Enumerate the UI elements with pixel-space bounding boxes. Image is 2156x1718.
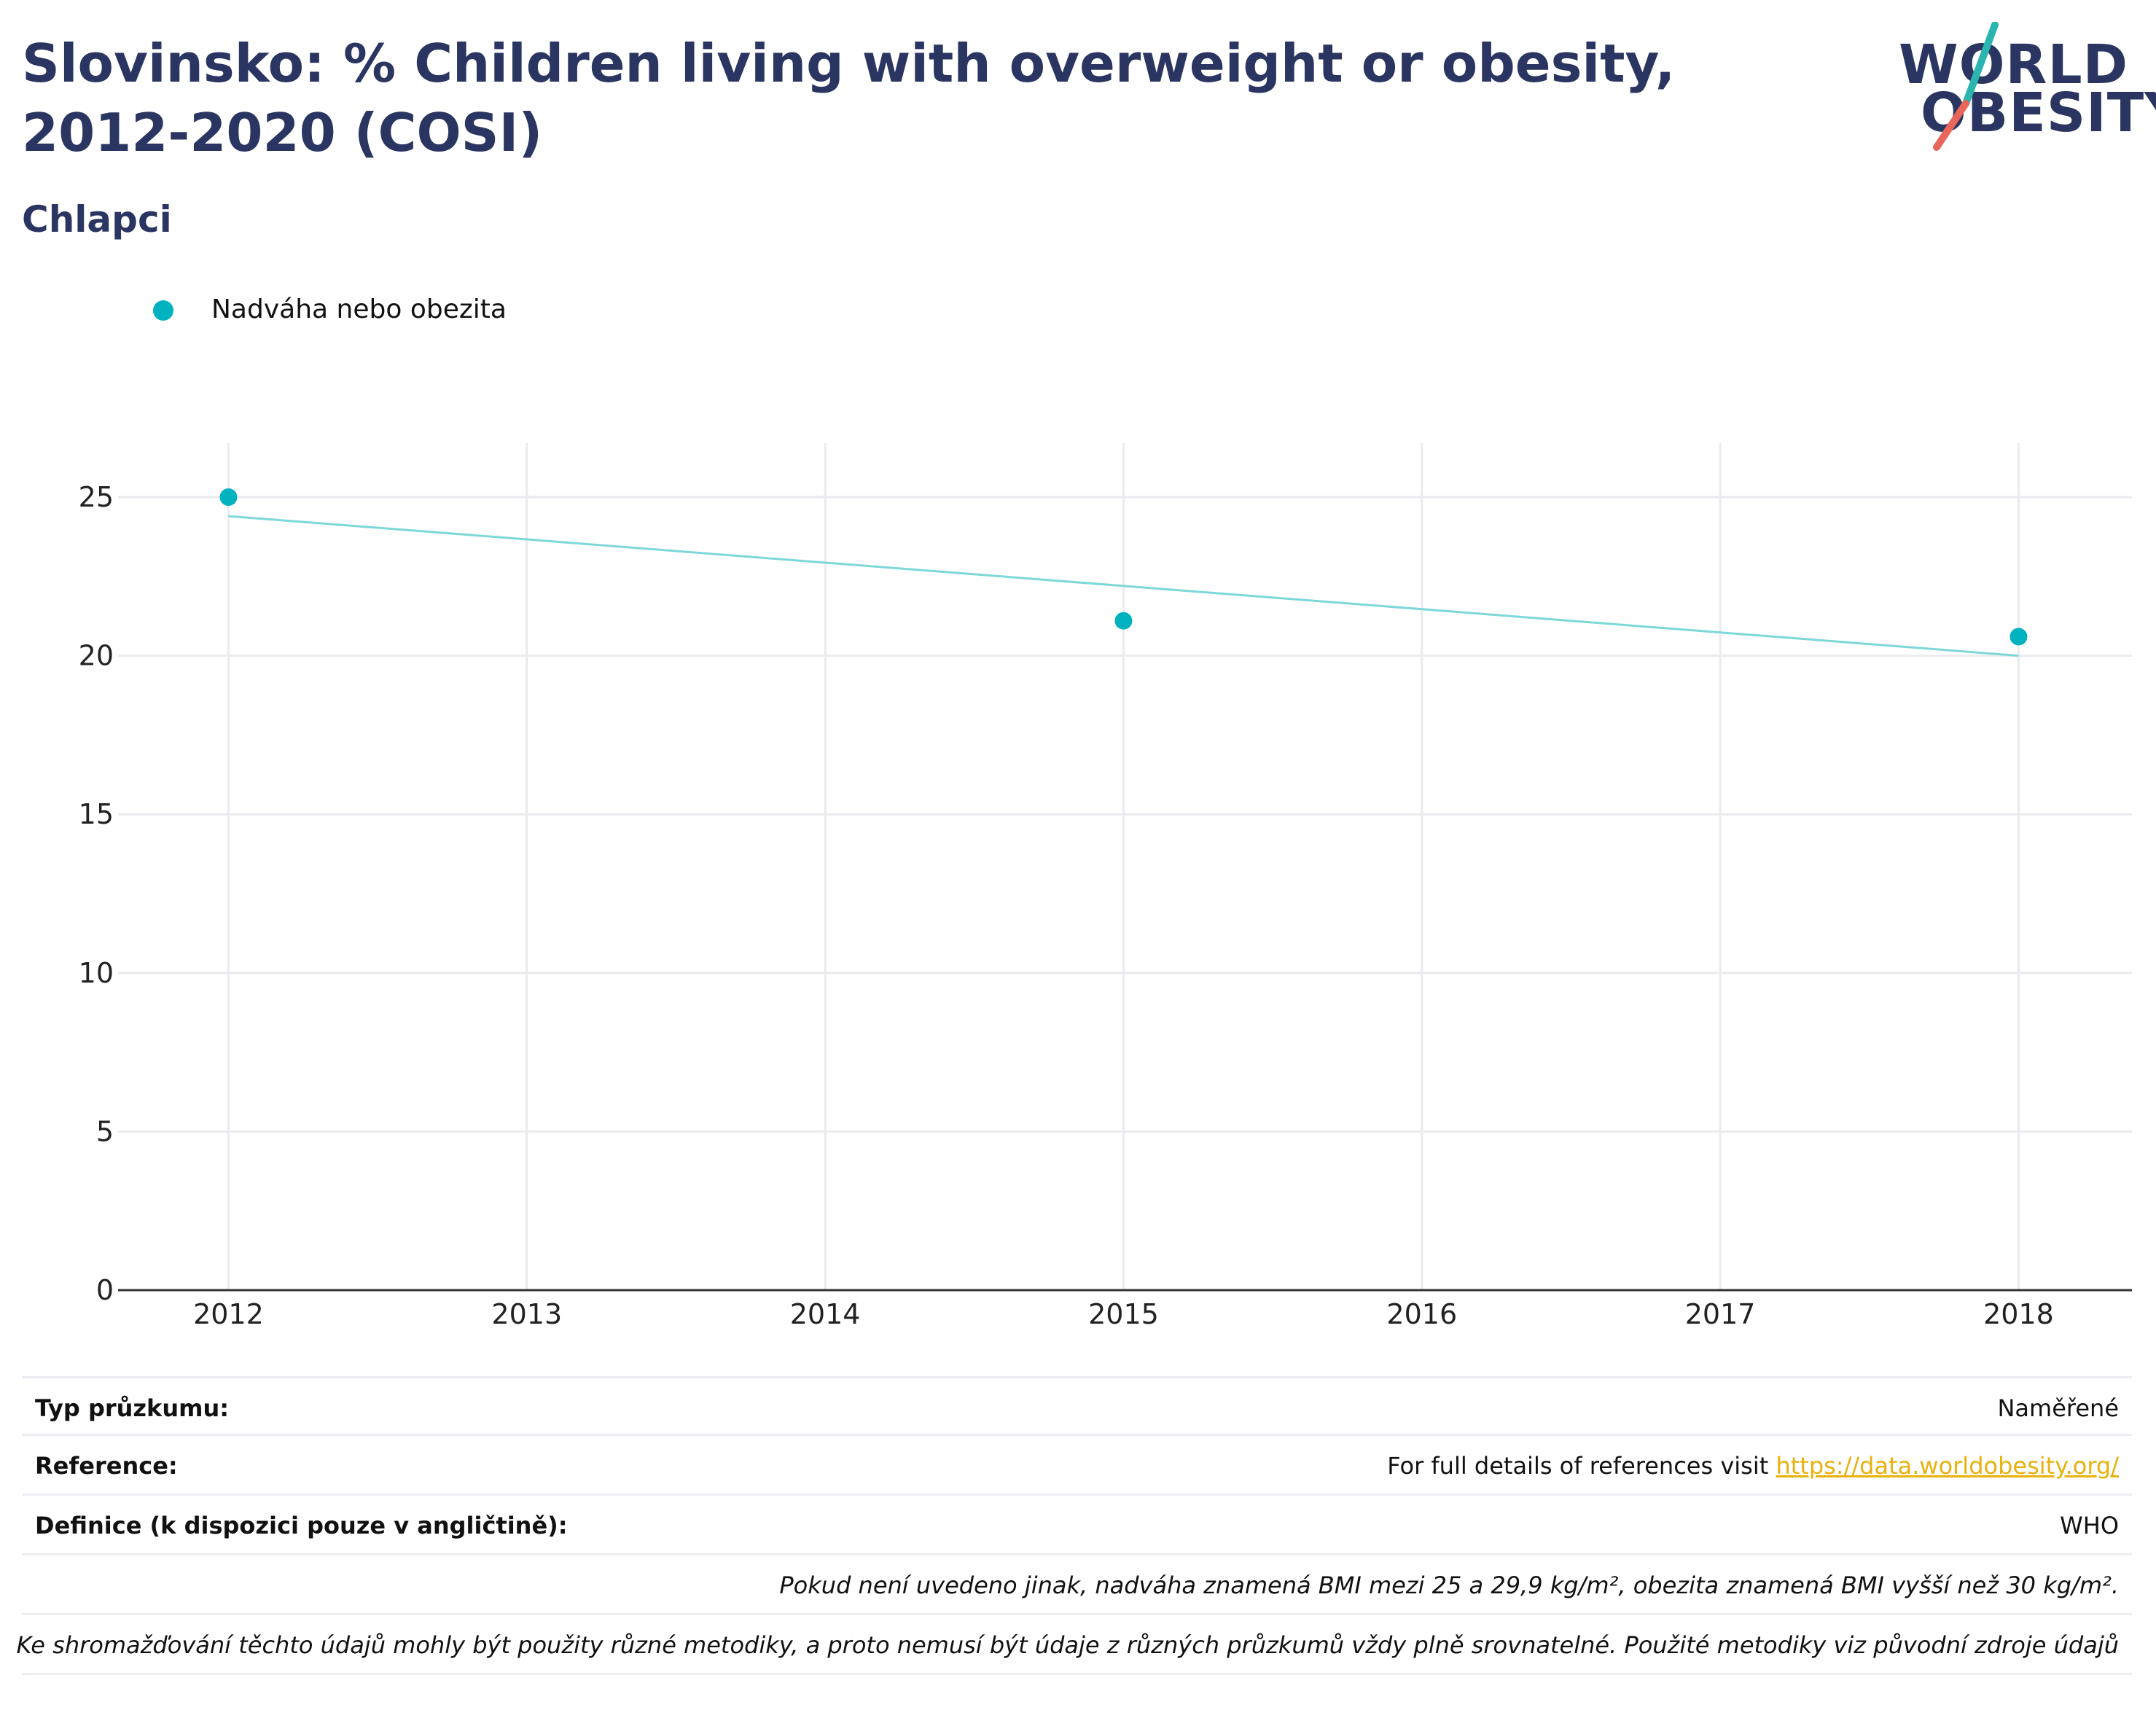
methodology-note: Ke shromažďování těchto údajů mohly být … bbox=[16, 1631, 2119, 1659]
definition-value: WHO bbox=[2060, 1512, 2119, 1539]
legend-marker bbox=[153, 300, 173, 321]
survey-type-value: Naměřené bbox=[1997, 1394, 2119, 1422]
x-tick-label: 2018 bbox=[1983, 1298, 2054, 1330]
y-tick-label: 15 bbox=[79, 798, 114, 830]
chart-area: 2012 2013 2014 2015 2016 2017 2018 0 5 10 15 20 25 bbox=[79, 443, 2132, 1330]
logo-slash-icon bbox=[1933, 22, 1999, 151]
y-tick-label: 20 bbox=[79, 640, 114, 672]
y-tick-label: 5 bbox=[96, 1115, 114, 1147]
info-row-note-2: Ke shromažďování těchto údajů mohly být … bbox=[16, 1615, 2132, 1675]
x-tick-label: 2015 bbox=[1088, 1298, 1159, 1330]
data-point bbox=[219, 488, 238, 506]
data-marks bbox=[219, 488, 2028, 657]
x-tick-label: 2012 bbox=[193, 1298, 264, 1330]
info-row-reference: Reference: For full details of reference… bbox=[22, 1436, 2132, 1496]
info-row-note-1: Pokud není uvedeno jinak, nadváha znamen… bbox=[22, 1555, 2132, 1615]
reference-text: For full details of references visit bbox=[1387, 1452, 1776, 1480]
bmi-definition-note: Pokud není uvedeno jinak, nadváha znamen… bbox=[779, 1571, 2119, 1599]
survey-type-label: Typ průzkumu: bbox=[35, 1394, 230, 1422]
data-point bbox=[2009, 628, 2028, 646]
definition-label: Definice (k dispozici pouze v angličtině… bbox=[35, 1512, 568, 1539]
info-table: Typ průzkumu: Naměřené Reference: For fu… bbox=[16, 1376, 2132, 1675]
x-tick-label: 2013 bbox=[491, 1298, 562, 1330]
reference-link[interactable]: https://data.worldobesity.org/ bbox=[1776, 1452, 2119, 1480]
trend-line bbox=[228, 515, 2019, 657]
x-tick-label: 2016 bbox=[1386, 1298, 1457, 1330]
x-tick-label: 2014 bbox=[790, 1298, 861, 1330]
y-tick-label: 10 bbox=[79, 957, 114, 989]
chart-subtitle: Chlapci bbox=[22, 198, 172, 241]
world-obesity-logo: WORLD OBESITY bbox=[1899, 22, 2156, 153]
info-row-survey-type: Typ průzkumu: Naměřené bbox=[22, 1376, 2132, 1436]
data-point bbox=[1114, 612, 1133, 630]
y-tick-label: 0 bbox=[96, 1274, 114, 1306]
logo-word-world: WORLD bbox=[1899, 34, 2129, 96]
grid-lines bbox=[118, 443, 2132, 1290]
y-tick-label: 25 bbox=[79, 481, 114, 513]
info-row-definition: Definice (k dispozici pouze v angličtině… bbox=[22, 1496, 2132, 1555]
legend-label: Nadváha nebo obezita bbox=[211, 294, 507, 324]
x-tick-label: 2017 bbox=[1685, 1298, 1756, 1330]
reference-label: Reference: bbox=[35, 1452, 178, 1480]
chart-title: Slovinsko: % Children living with overwe… bbox=[22, 33, 1676, 164]
reference-value: For full details of references visit htt… bbox=[1387, 1452, 2119, 1480]
axes: 2012 2013 2014 2015 2016 2017 2018 0 5 10 15 20 25 bbox=[79, 481, 2132, 1330]
